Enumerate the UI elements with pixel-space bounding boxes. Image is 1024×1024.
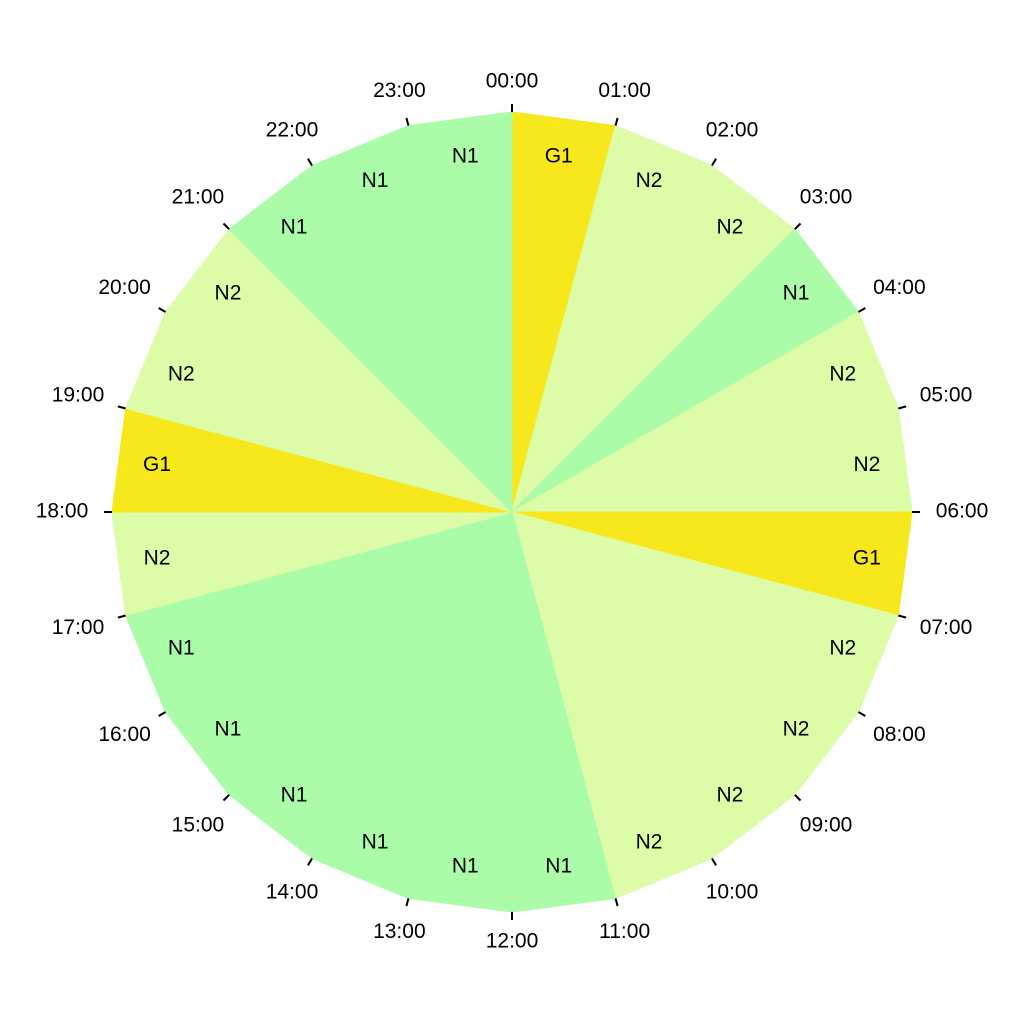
hour-label: 02:00	[706, 118, 759, 141]
hour-label: 14:00	[266, 881, 319, 904]
hour-label: 15:00	[172, 814, 225, 837]
segment-label: N2	[829, 363, 856, 386]
hour-label: 05:00	[920, 383, 973, 406]
hour-label: 00:00	[486, 70, 539, 93]
segment-label: N2	[168, 363, 195, 386]
segment-label: N1	[215, 717, 242, 740]
hour-tick	[711, 158, 717, 167]
segment-label: N1	[362, 830, 389, 853]
segment-label: N2	[829, 637, 856, 660]
hour-tick	[158, 307, 167, 313]
segment-label: N2	[783, 717, 810, 740]
hour-label: 23:00	[373, 79, 426, 102]
hour-label: 04:00	[873, 276, 926, 299]
hour-label: 22:00	[266, 118, 319, 141]
hour-tick	[117, 614, 126, 619]
hour-tick	[222, 222, 230, 230]
segment-label: N2	[636, 169, 663, 192]
segment-label: G1	[545, 145, 573, 168]
hour-label: 16:00	[98, 723, 151, 746]
hour-label: 20:00	[98, 276, 151, 299]
segment-label: N2	[717, 784, 744, 807]
hour-tick	[614, 117, 619, 126]
segment-label: N1	[783, 282, 810, 305]
hour-label: 21:00	[172, 185, 225, 208]
hour-label: 13:00	[373, 920, 426, 943]
segment	[407, 111, 513, 513]
segment-label: N2	[636, 830, 663, 853]
segment-label: N2	[717, 216, 744, 239]
hour-tick	[711, 857, 717, 866]
hour-label: 09:00	[800, 814, 853, 837]
hour-label: 19:00	[52, 383, 105, 406]
hour-label: 08:00	[873, 723, 926, 746]
hour-tick	[857, 307, 866, 313]
segment-label: N1	[168, 637, 195, 660]
segment-label: N2	[854, 453, 881, 476]
segment-label: N1	[545, 854, 572, 877]
hour-label: 07:00	[920, 616, 973, 639]
segment-label: N1	[362, 169, 389, 192]
hour-tick	[898, 614, 907, 619]
hour-tick	[794, 794, 802, 802]
hour-tick	[405, 898, 410, 907]
segment-label: N1	[452, 854, 479, 877]
hour-label: 12:00	[486, 930, 539, 953]
segment-label: G1	[853, 546, 881, 569]
hour-label: 10:00	[706, 881, 759, 904]
hour-tick	[794, 222, 802, 230]
hour-label: 03:00	[800, 185, 853, 208]
hour-tick	[158, 711, 167, 717]
segment-label: N1	[281, 216, 308, 239]
hour-tick	[307, 857, 313, 866]
hour-tick	[614, 898, 619, 907]
hour-tick	[857, 711, 866, 717]
segment-label: N2	[144, 546, 171, 569]
hour-label: 11:00	[599, 920, 650, 943]
hour-tick	[117, 405, 126, 410]
hour-label: 17:00	[52, 616, 105, 639]
segment-label: N2	[215, 282, 242, 305]
hour-label: 06:00	[936, 500, 989, 523]
segment-label: N1	[281, 784, 308, 807]
hour-label: 01:00	[598, 79, 651, 102]
hour-tick	[307, 158, 313, 167]
hour-tick	[222, 794, 230, 802]
hour-tick	[405, 117, 410, 126]
hour-tick	[898, 405, 907, 410]
hour-label: 18:00	[36, 500, 89, 523]
segment-label: G1	[143, 453, 171, 476]
segment-label: N1	[452, 145, 479, 168]
